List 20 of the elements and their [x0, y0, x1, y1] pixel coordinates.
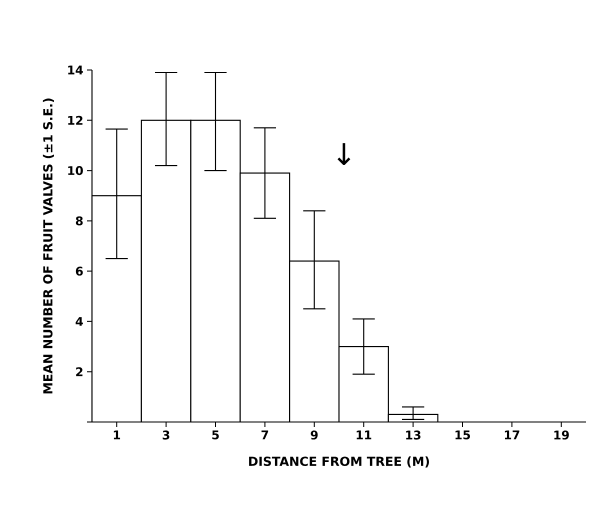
- y-tick-label: 4: [76, 317, 83, 326]
- y-tick-label: 6: [76, 266, 83, 276]
- x-tick-label: 19: [554, 430, 569, 440]
- y-tick-label: 8: [76, 216, 83, 226]
- x-tick-label: 3: [162, 430, 170, 440]
- annotation: ↓: [338, 143, 350, 166]
- x-axis-title: DISTANCE FROM TREE (M): [249, 456, 429, 468]
- x-tick-label: 11: [356, 430, 372, 440]
- x-tick-label: 1: [114, 430, 120, 440]
- y-axis-title: MEAN NUMBER OF FRUIT VALVES (±1 S.E.): [42, 98, 54, 394]
- x-tick-label: 9: [310, 430, 318, 440]
- y-tick-label: 10: [68, 166, 83, 176]
- x-tick-label: 17: [504, 430, 520, 440]
- y-tick-label: 2: [76, 367, 82, 376]
- y-tick-label: 12: [68, 116, 82, 125]
- x-tick-label: 5: [212, 430, 219, 440]
- y-tick-label: 14: [68, 66, 83, 74]
- x-tick-label: 7: [262, 430, 268, 440]
- x-tick-label: 13: [406, 430, 420, 440]
- x-tick-label: 15: [456, 430, 470, 440]
